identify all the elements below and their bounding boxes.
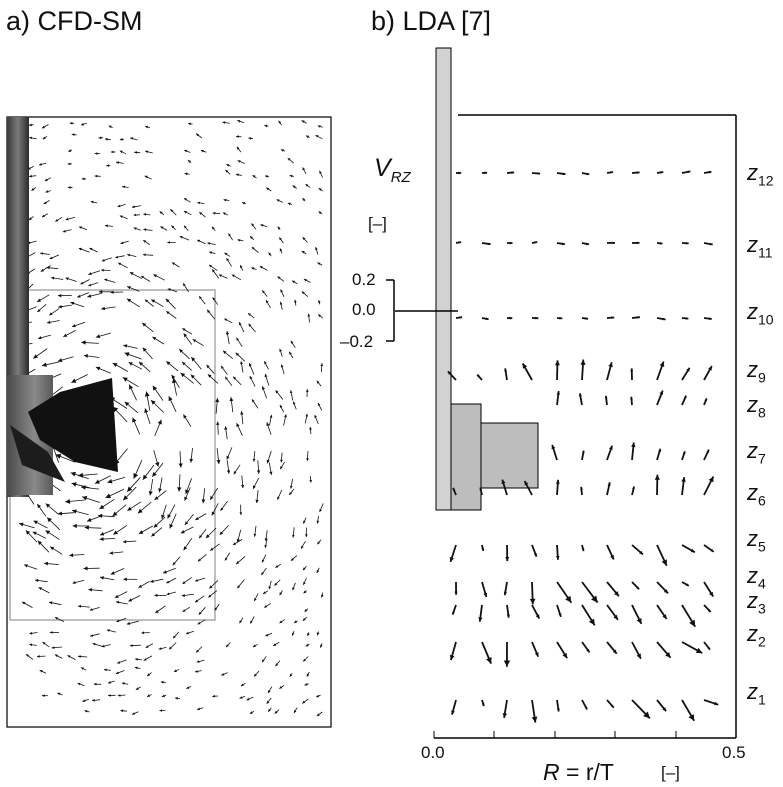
panel-b-title: b) LDA [7] <box>371 6 492 36</box>
x-axis-label: R = r/T <box>543 759 614 785</box>
x-axis-unit: [–] <box>661 763 680 782</box>
cfd-impeller-blade-lower <box>10 425 65 482</box>
lda-impeller-blade <box>480 422 539 489</box>
cfd-impeller-blade <box>28 378 118 472</box>
legend-unit: [–] <box>368 214 387 233</box>
lda-scale-bar <box>386 279 458 342</box>
legend-tick-neg: –0.2 <box>340 332 374 351</box>
legend-symbol: VRZ <box>374 154 411 186</box>
level-label-z7: z7 <box>747 438 766 467</box>
level-label-z10: z10 <box>747 299 774 328</box>
level-label-z3: z3 <box>747 588 766 617</box>
level-label-z1: z1 <box>747 679 766 708</box>
level-label-z11: z11 <box>747 232 773 261</box>
legend-tick-zero: 0.0 <box>352 300 376 319</box>
panel-a-title: a) CFD-SM <box>6 6 143 36</box>
lda-x-ticks <box>433 731 737 738</box>
level-label-z5: z5 <box>747 526 766 555</box>
level-label-z8: z8 <box>747 392 766 421</box>
lda-velocity-vectors <box>447 170 719 723</box>
level-label-z9: z9 <box>747 357 766 386</box>
level-label-z12: z12 <box>747 160 774 189</box>
lda-shaft <box>435 47 452 511</box>
legend-tick-pos: 0.2 <box>352 270 376 289</box>
level-label-z2: z2 <box>747 621 766 650</box>
lda-hub <box>450 403 482 511</box>
level-label-z6: z6 <box>747 480 766 509</box>
x-tick-min: 0.0 <box>421 743 445 762</box>
level-label-z4: z4 <box>747 563 766 592</box>
x-tick-max: 0.5 <box>722 743 746 762</box>
